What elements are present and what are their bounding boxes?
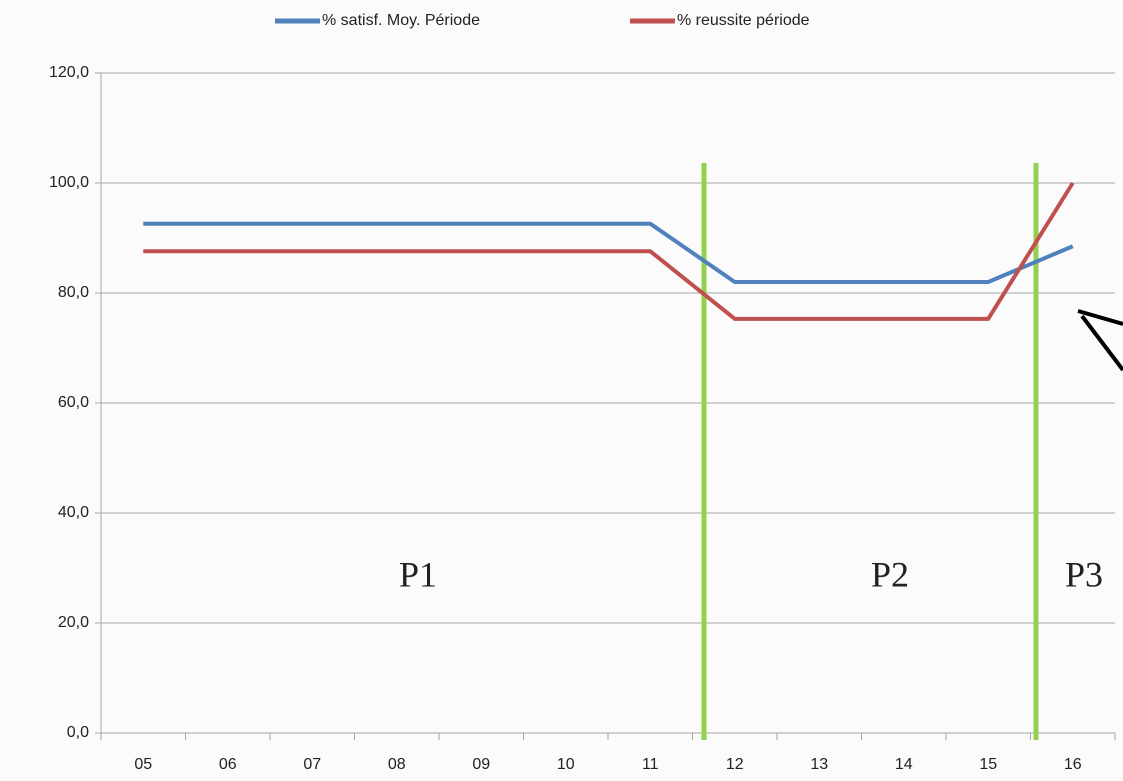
annotation: P1 — [399, 554, 437, 594]
y-tick-label: 80,0 — [58, 284, 89, 301]
x-tick-label: 12 — [726, 756, 744, 773]
period-dividers — [701, 163, 1039, 740]
x-tick-label: 13 — [810, 756, 828, 773]
x-tick-label: 11 — [642, 756, 659, 773]
annotation: P2 — [871, 554, 909, 594]
arrow-line — [1080, 314, 1123, 372]
annotation: P3 — [1065, 554, 1103, 594]
legend-label: % satisf. Moy. Période — [322, 12, 480, 29]
arrow-line — [1077, 309, 1123, 326]
series-line — [143, 221, 1074, 284]
x-tick-label: 14 — [895, 756, 913, 773]
y-tick-label: 0,0 — [67, 724, 89, 741]
y-tick-label: 60,0 — [58, 394, 89, 411]
x-tick-label: 16 — [1064, 756, 1082, 773]
y-tick-label: 40,0 — [58, 504, 89, 521]
x-tick-label: 07 — [303, 756, 321, 773]
x-tick-label: 09 — [472, 756, 490, 773]
x-tick-label: 15 — [979, 756, 997, 773]
x-tick-label: 08 — [388, 756, 406, 773]
arrow — [1077, 309, 1123, 372]
y-tick-label: 100,0 — [49, 174, 89, 191]
y-tick-label: 20,0 — [58, 614, 89, 631]
x-tick-label: 10 — [557, 756, 575, 773]
x-tick-label: 05 — [134, 756, 152, 773]
y-tick-label: 120,0 — [49, 64, 89, 81]
x-tick-label: 06 — [219, 756, 237, 773]
legend-label: % reussite période — [677, 12, 810, 29]
series-line — [143, 181, 1075, 321]
